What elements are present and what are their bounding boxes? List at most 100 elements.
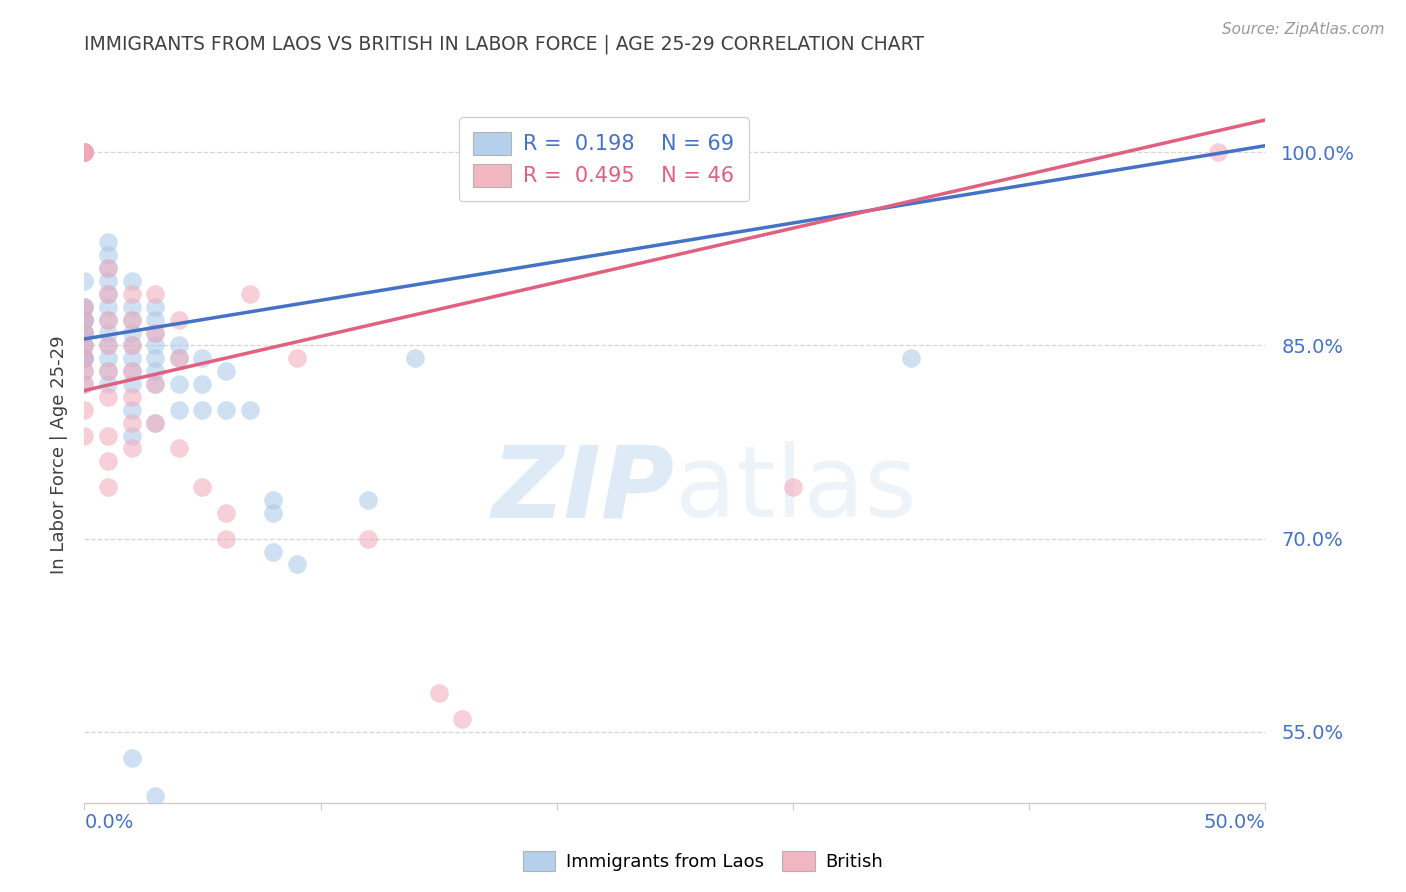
Point (900, 351, 922, 366)
Text: ZIP: ZIP (492, 442, 675, 538)
Point (97, 454, 120, 468)
Point (73, 402, 96, 417)
Point (143, 326, 166, 340)
Point (97, 351, 120, 366)
Point (143, 416, 166, 430)
Point (357, 493, 380, 508)
Point (73, 300, 96, 314)
Point (143, 286, 166, 301)
Point (97, 338, 120, 352)
Point (522, 145, 544, 160)
Point (121, 338, 143, 352)
Point (215, 506, 238, 520)
Text: IMMIGRANTS FROM LAOS VS BRITISH IN LABOR FORCE | AGE 25-29 CORRELATION CHART: IMMIGRANTS FROM LAOS VS BRITISH IN LABOR… (84, 34, 924, 54)
Point (97, 364, 120, 378)
Point (451, 712, 474, 726)
Point (143, 338, 166, 352)
Point (97, 300, 120, 314)
Point (121, 364, 143, 378)
Point (73, 312, 96, 326)
Text: 0.0%: 0.0% (84, 814, 134, 832)
Point (167, 442, 190, 456)
Point (73, 145, 96, 160)
Point (121, 300, 143, 314)
Text: atlas: atlas (675, 442, 917, 538)
Point (191, 402, 214, 417)
Point (121, 416, 143, 430)
Point (73, 326, 96, 340)
Point (121, 402, 143, 417)
Point (97, 312, 120, 326)
Point (73, 312, 96, 326)
Point (73, 428, 96, 442)
Point (97, 274, 120, 288)
Point (215, 402, 238, 417)
Point (167, 312, 190, 326)
Point (404, 351, 426, 366)
Point (73, 364, 96, 378)
Point (121, 750, 143, 764)
Point (73, 351, 96, 366)
Point (97, 390, 120, 404)
Point (285, 558, 308, 572)
Point (97, 286, 120, 301)
Point (97, 286, 120, 301)
Point (782, 480, 804, 494)
Point (73, 312, 96, 326)
Point (97, 377, 120, 392)
Point (121, 364, 143, 378)
Point (97, 261, 120, 276)
Point (121, 274, 143, 288)
Point (97, 338, 120, 352)
Point (97, 364, 120, 378)
Y-axis label: In Labor Force | Age 25-29: In Labor Force | Age 25-29 (49, 335, 67, 574)
Point (121, 326, 143, 340)
Point (73, 145, 96, 160)
Point (191, 377, 214, 392)
Legend: R =  0.198    N = 69, R =  0.495    N = 46: R = 0.198 N = 69, R = 0.495 N = 46 (458, 118, 749, 202)
Point (97, 312, 120, 326)
Point (262, 544, 284, 558)
Point (73, 326, 96, 340)
Point (121, 390, 143, 404)
Point (97, 480, 120, 494)
Point (167, 338, 190, 352)
Point (143, 377, 166, 392)
Point (121, 312, 143, 326)
Point (215, 532, 238, 546)
Legend: Immigrants from Laos, British: Immigrants from Laos, British (516, 844, 890, 879)
Point (143, 326, 166, 340)
Point (73, 351, 96, 366)
Point (167, 377, 190, 392)
Point (97, 428, 120, 442)
Point (239, 286, 262, 301)
Point (97, 261, 120, 276)
Point (73, 326, 96, 340)
Point (97, 248, 120, 262)
Point (215, 364, 238, 378)
Point (357, 532, 380, 546)
Point (262, 506, 284, 520)
Point (73, 145, 96, 160)
Point (73, 338, 96, 352)
Text: Source: ZipAtlas.com: Source: ZipAtlas.com (1222, 22, 1385, 37)
Point (262, 493, 284, 508)
Point (73, 300, 96, 314)
Point (73, 351, 96, 366)
Point (73, 145, 96, 160)
Point (167, 402, 190, 417)
Point (239, 402, 262, 417)
Point (73, 377, 96, 392)
Point (427, 686, 450, 700)
Point (73, 351, 96, 366)
Point (1206, 145, 1229, 160)
Point (121, 377, 143, 392)
Point (73, 312, 96, 326)
Point (121, 338, 143, 352)
Point (121, 286, 143, 301)
Point (73, 300, 96, 314)
Point (73, 274, 96, 288)
Point (121, 351, 143, 366)
Point (73, 364, 96, 378)
Point (73, 145, 96, 160)
